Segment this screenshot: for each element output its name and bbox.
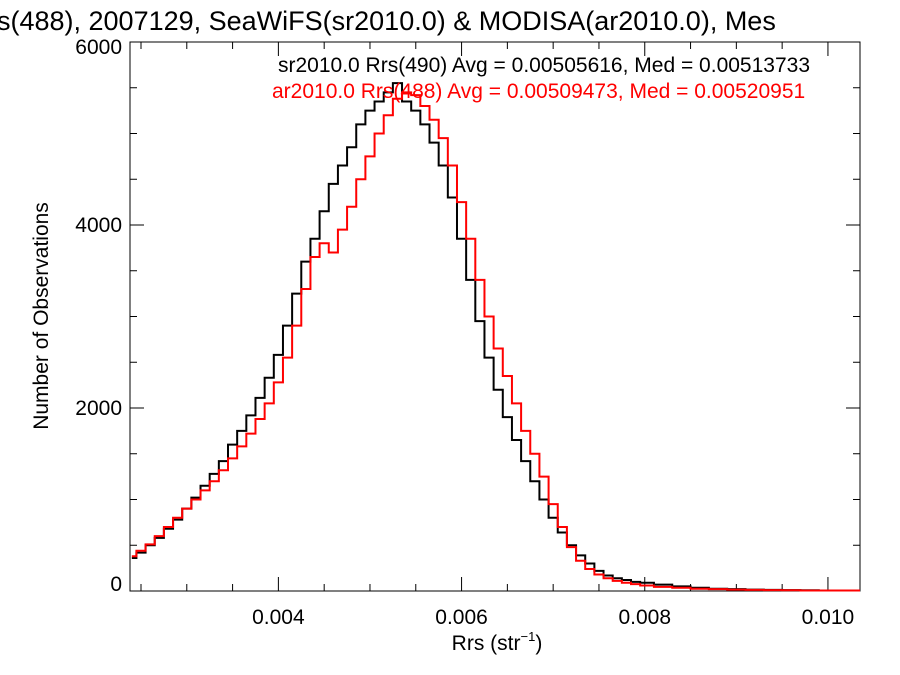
axis-tick-labels: 0.004 0.006 0.008 0.010 0 2000 4000 6000 <box>75 36 854 629</box>
y-tick-label: 2000 <box>75 397 122 420</box>
chart-title: rs(488), 2007129, SeaWiFS(sr2010.0) & MO… <box>0 6 776 36</box>
x-axis-label: Rrs (str−1) <box>452 629 543 655</box>
y-tick-label: 0 <box>110 573 122 596</box>
x-axis-label-superscript: −1 <box>521 629 536 644</box>
x-tick-label: 0.006 <box>435 606 488 629</box>
x-tick-label: 0.004 <box>252 606 305 629</box>
legend-entry-ar: ar2010.0 Rrs(488) Avg = 0.00509473, Med … <box>272 80 805 103</box>
y-axis-label: Number of Observations <box>30 202 53 430</box>
y-tick-label: 6000 <box>75 36 122 59</box>
x-tick-label: 0.010 <box>802 606 855 629</box>
axis-ticks <box>130 41 860 592</box>
x-axis-label-close: ) <box>535 632 542 655</box>
y-tick-label: 4000 <box>75 214 122 237</box>
legend-entry-sr: sr2010.0 Rrs(490) Avg = 0.00505616, Med … <box>278 54 810 77</box>
series-line-sr <box>131 82 860 592</box>
plot-frame <box>129 41 861 592</box>
x-axis-label-main: Rrs (str <box>452 632 521 655</box>
series-line-ar <box>131 91 860 592</box>
x-tick-label: 0.008 <box>618 606 671 629</box>
series-layer <box>131 82 860 592</box>
